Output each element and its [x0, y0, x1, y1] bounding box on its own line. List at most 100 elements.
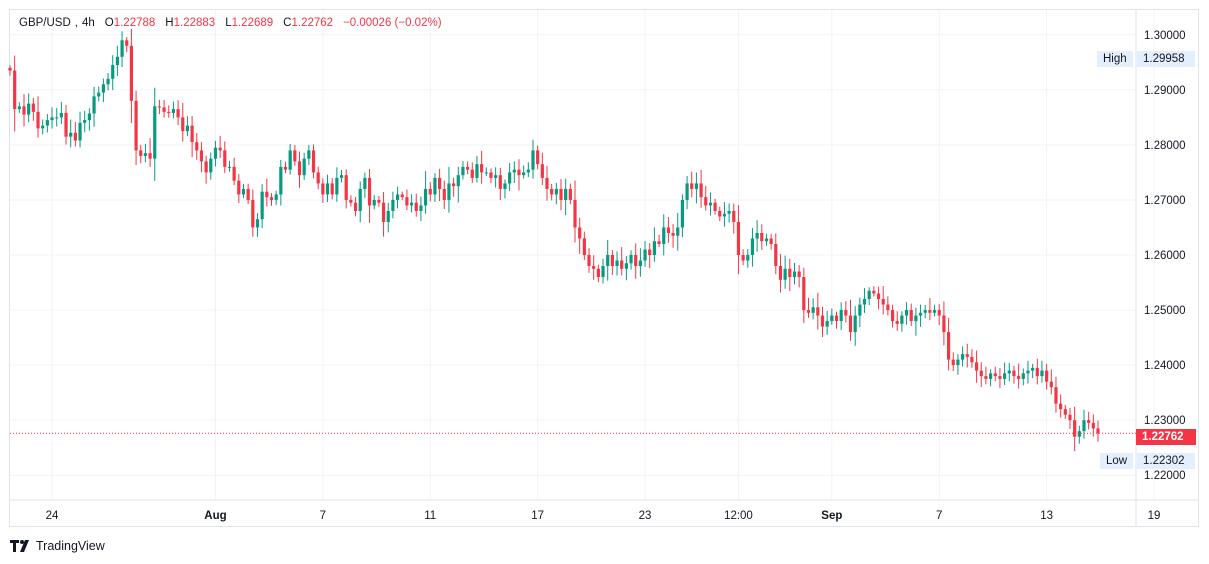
candle-body — [195, 142, 199, 151]
low-marker-value: 1.22302 — [1137, 453, 1195, 469]
candle-body — [139, 150, 143, 156]
candle — [671, 224, 675, 248]
candle — [106, 73, 110, 91]
candle-body — [522, 172, 526, 176]
candle — [17, 102, 21, 113]
candle — [185, 116, 190, 137]
candle — [741, 249, 745, 266]
low-marker-label: Low — [1100, 453, 1134, 469]
candle — [923, 304, 927, 319]
candle-body — [311, 150, 316, 173]
candle — [802, 267, 806, 324]
candle-body — [624, 263, 628, 269]
candle — [848, 299, 853, 341]
candle-body — [1087, 420, 1091, 423]
candle-body — [31, 103, 35, 112]
candle — [1073, 406, 1077, 452]
candle-body — [423, 188, 428, 206]
candle — [414, 193, 418, 217]
candle — [129, 28, 134, 124]
candle-body — [251, 199, 255, 228]
candle — [162, 99, 166, 118]
candle — [489, 168, 493, 184]
candle — [540, 152, 544, 186]
candle-body — [592, 266, 596, 269]
candle — [1031, 363, 1035, 379]
candle-body — [344, 175, 348, 200]
candle — [816, 292, 820, 330]
candle — [601, 258, 605, 284]
candle — [718, 206, 722, 222]
candle-body — [391, 199, 395, 211]
candle — [666, 217, 671, 243]
legend-low-value: 1.22689 — [231, 17, 274, 29]
candle — [339, 169, 344, 183]
candle — [727, 203, 731, 223]
candle-body — [297, 161, 302, 176]
candle-body — [64, 112, 68, 137]
candle — [120, 31, 124, 67]
legend-high-value: 1.22883 — [173, 17, 216, 29]
candle-body — [699, 183, 703, 198]
candlestick-chart[interactable]: 1.30000 1.29000 1.28000 1.27000 1.26000 1.250… — [0, 0, 1209, 530]
candle — [928, 297, 932, 321]
candle — [862, 288, 867, 313]
x-tick-label: Aug — [204, 510, 226, 522]
x-tick-label: 24 — [46, 510, 59, 522]
candle-body — [503, 183, 507, 189]
candle-body — [1054, 387, 1058, 404]
candle — [1026, 360, 1030, 384]
candle-body — [171, 109, 176, 113]
candle-body — [984, 376, 988, 379]
candle-body — [1059, 403, 1063, 410]
high-marker-value: 1.29958 — [1137, 51, 1195, 67]
candle — [395, 186, 400, 209]
candle — [820, 306, 825, 338]
candle — [1049, 369, 1053, 395]
candle — [634, 243, 638, 279]
candle — [223, 141, 227, 174]
candle-body — [437, 177, 442, 189]
candle — [951, 352, 955, 372]
candle — [92, 86, 96, 127]
brand-footer[interactable]: TradingView — [10, 539, 105, 553]
candle — [974, 350, 979, 383]
candle — [638, 248, 642, 277]
candle — [73, 121, 77, 147]
candle — [1087, 411, 1091, 430]
candle-body — [288, 150, 292, 170]
candle-body — [918, 312, 923, 316]
candle — [480, 150, 484, 184]
candle-body — [480, 164, 484, 173]
candle — [825, 310, 829, 335]
candle-body — [587, 255, 591, 267]
candle — [900, 311, 904, 332]
candle-body — [1012, 370, 1016, 377]
candle-body — [456, 175, 460, 187]
x-tick-label: Sep — [821, 510, 842, 522]
candle — [914, 307, 918, 336]
candle-body — [17, 106, 21, 110]
candle-body — [601, 266, 605, 278]
candle-body — [802, 277, 806, 311]
candle — [274, 190, 278, 206]
candle-body — [512, 169, 516, 173]
candle-body — [797, 271, 801, 278]
candle-body — [335, 177, 339, 195]
candle-body — [1017, 376, 1021, 379]
candle — [171, 101, 176, 119]
candle-body — [498, 175, 502, 189]
candle — [1003, 362, 1007, 386]
candle — [564, 178, 568, 216]
candle-body — [50, 117, 54, 121]
candle — [610, 249, 614, 275]
candle — [526, 162, 530, 178]
candle — [69, 119, 73, 148]
candle-body — [550, 188, 554, 195]
candle-body — [615, 260, 619, 267]
candle — [213, 140, 218, 167]
candle — [1012, 365, 1016, 384]
candle-body — [923, 310, 927, 313]
candle — [713, 198, 717, 215]
candle-body — [890, 310, 895, 322]
